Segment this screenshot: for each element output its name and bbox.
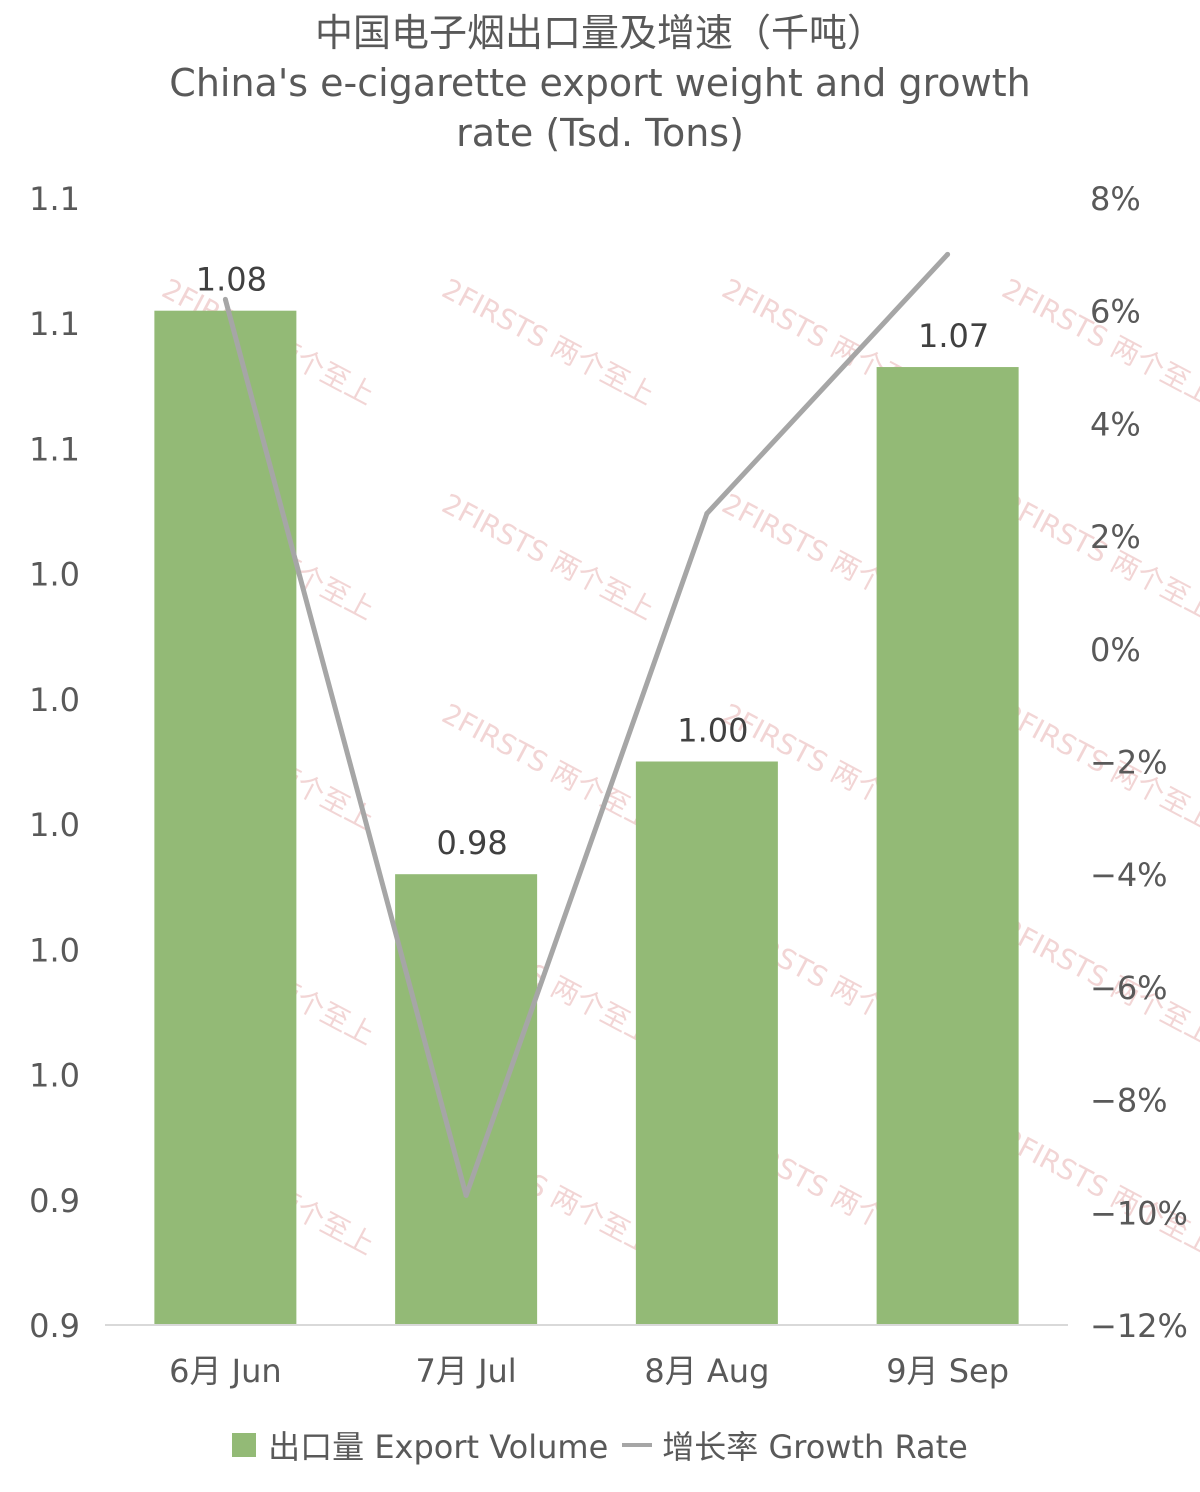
right-axis-tick-label: −10% (1090, 1194, 1188, 1232)
left-axis-tick-label: 0.9 (29, 1307, 80, 1345)
left-axis-tick-label: 0.9 (29, 1182, 80, 1220)
watermark: 2FIRSTS 两个至上 (437, 697, 660, 837)
right-axis-tick-label: −4% (1090, 856, 1168, 894)
right-axis-tick-label: 8% (1090, 180, 1141, 218)
bar (154, 310, 297, 1325)
right-axis-ticks: 8% 6% 4% 2% 0% −2% −4% −6% −8% −10% −12% (1090, 180, 1188, 1345)
legend: 出口量 Export Volume 增长率 Growth Rate (0, 1422, 1200, 1468)
right-axis-tick-label: 2% (1090, 518, 1141, 556)
watermark: 2FIRSTS 两个至上 (437, 272, 660, 412)
bar-data-label: 1.00 (677, 712, 748, 750)
right-axis-tick-label: −2% (1090, 744, 1168, 782)
x-axis-tick-label: 8月 Aug (644, 1352, 769, 1390)
watermark: 2FIRSTS 两个至上 (997, 487, 1200, 627)
left-axis-tick-label: 1.0 (29, 931, 80, 969)
watermark: 2FIRSTS 两个至上 (437, 487, 660, 627)
bar-data-label: 1.08 (196, 261, 267, 299)
growth-rate-point (945, 251, 951, 257)
x-axis-tick-label: 9月 Sep (886, 1352, 1009, 1390)
data-labels: 1.08 0.98 1.00 1.07 (196, 261, 990, 863)
x-axis-tick-label: 7月 Jul (416, 1352, 517, 1390)
left-axis-tick-label: 1.0 (29, 556, 80, 594)
growth-rate-series (222, 251, 951, 1198)
growth-rate-point (222, 296, 228, 302)
growth-rate-point (463, 1192, 469, 1198)
bar-data-label: 0.98 (437, 824, 508, 862)
chart-subtitle-line-2: rate (Tsd. Tons) (456, 111, 744, 155)
growth-rate-line (222, 252, 950, 1198)
left-axis-tick-label: 1.0 (29, 681, 80, 719)
bar-data-label: 1.07 (918, 317, 989, 355)
left-axis-tick-label: 1.1 (29, 305, 80, 343)
legend-bar-label: 出口量 Export Volume (268, 1428, 609, 1466)
bar (395, 874, 538, 1325)
right-axis-tick-label: −6% (1090, 969, 1168, 1007)
x-axis-tick-label: 6月 Jun (169, 1352, 282, 1390)
chart-subtitle-line-1: China's e-cigarette export weight and gr… (169, 61, 1031, 105)
legend-line-label: 增长率 Growth Rate (662, 1428, 968, 1466)
bar (635, 761, 778, 1325)
chart-title-block: 中国电子烟出口量及增速（千吨） China's e-cigarette expo… (0, 8, 1200, 158)
bar-series (154, 310, 1019, 1325)
right-axis-tick-label: −8% (1090, 1082, 1168, 1120)
left-axis-tick-label: 1.0 (29, 806, 80, 844)
legend-bar-swatch (232, 1433, 257, 1457)
growth-rate-point (704, 511, 710, 517)
left-axis-tick-label: 1.1 (29, 180, 80, 218)
x-axis-ticks: 6月 Jun 7月 Jul 8月 Aug 9月 Sep (169, 1352, 1009, 1390)
right-axis-tick-label: 4% (1090, 405, 1141, 443)
legend-line-swatch (622, 1443, 653, 1447)
right-axis-tick-label: −12% (1090, 1307, 1188, 1345)
left-axis-ticks: 1.1 1.1 1.1 1.0 1.0 1.0 1.0 1.0 0.9 0.9 (29, 180, 80, 1345)
right-axis-tick-label: 0% (1090, 631, 1141, 669)
right-axis-tick-label: 6% (1090, 293, 1141, 331)
watermark: 2FIRSTS 两个至上 (997, 1122, 1200, 1262)
chart-title: 中国电子烟出口量及增速（千吨） (314, 11, 885, 55)
bar (876, 367, 1019, 1325)
left-axis-tick-label: 1.1 (29, 430, 80, 468)
left-axis-tick-label: 1.0 (29, 1057, 80, 1095)
